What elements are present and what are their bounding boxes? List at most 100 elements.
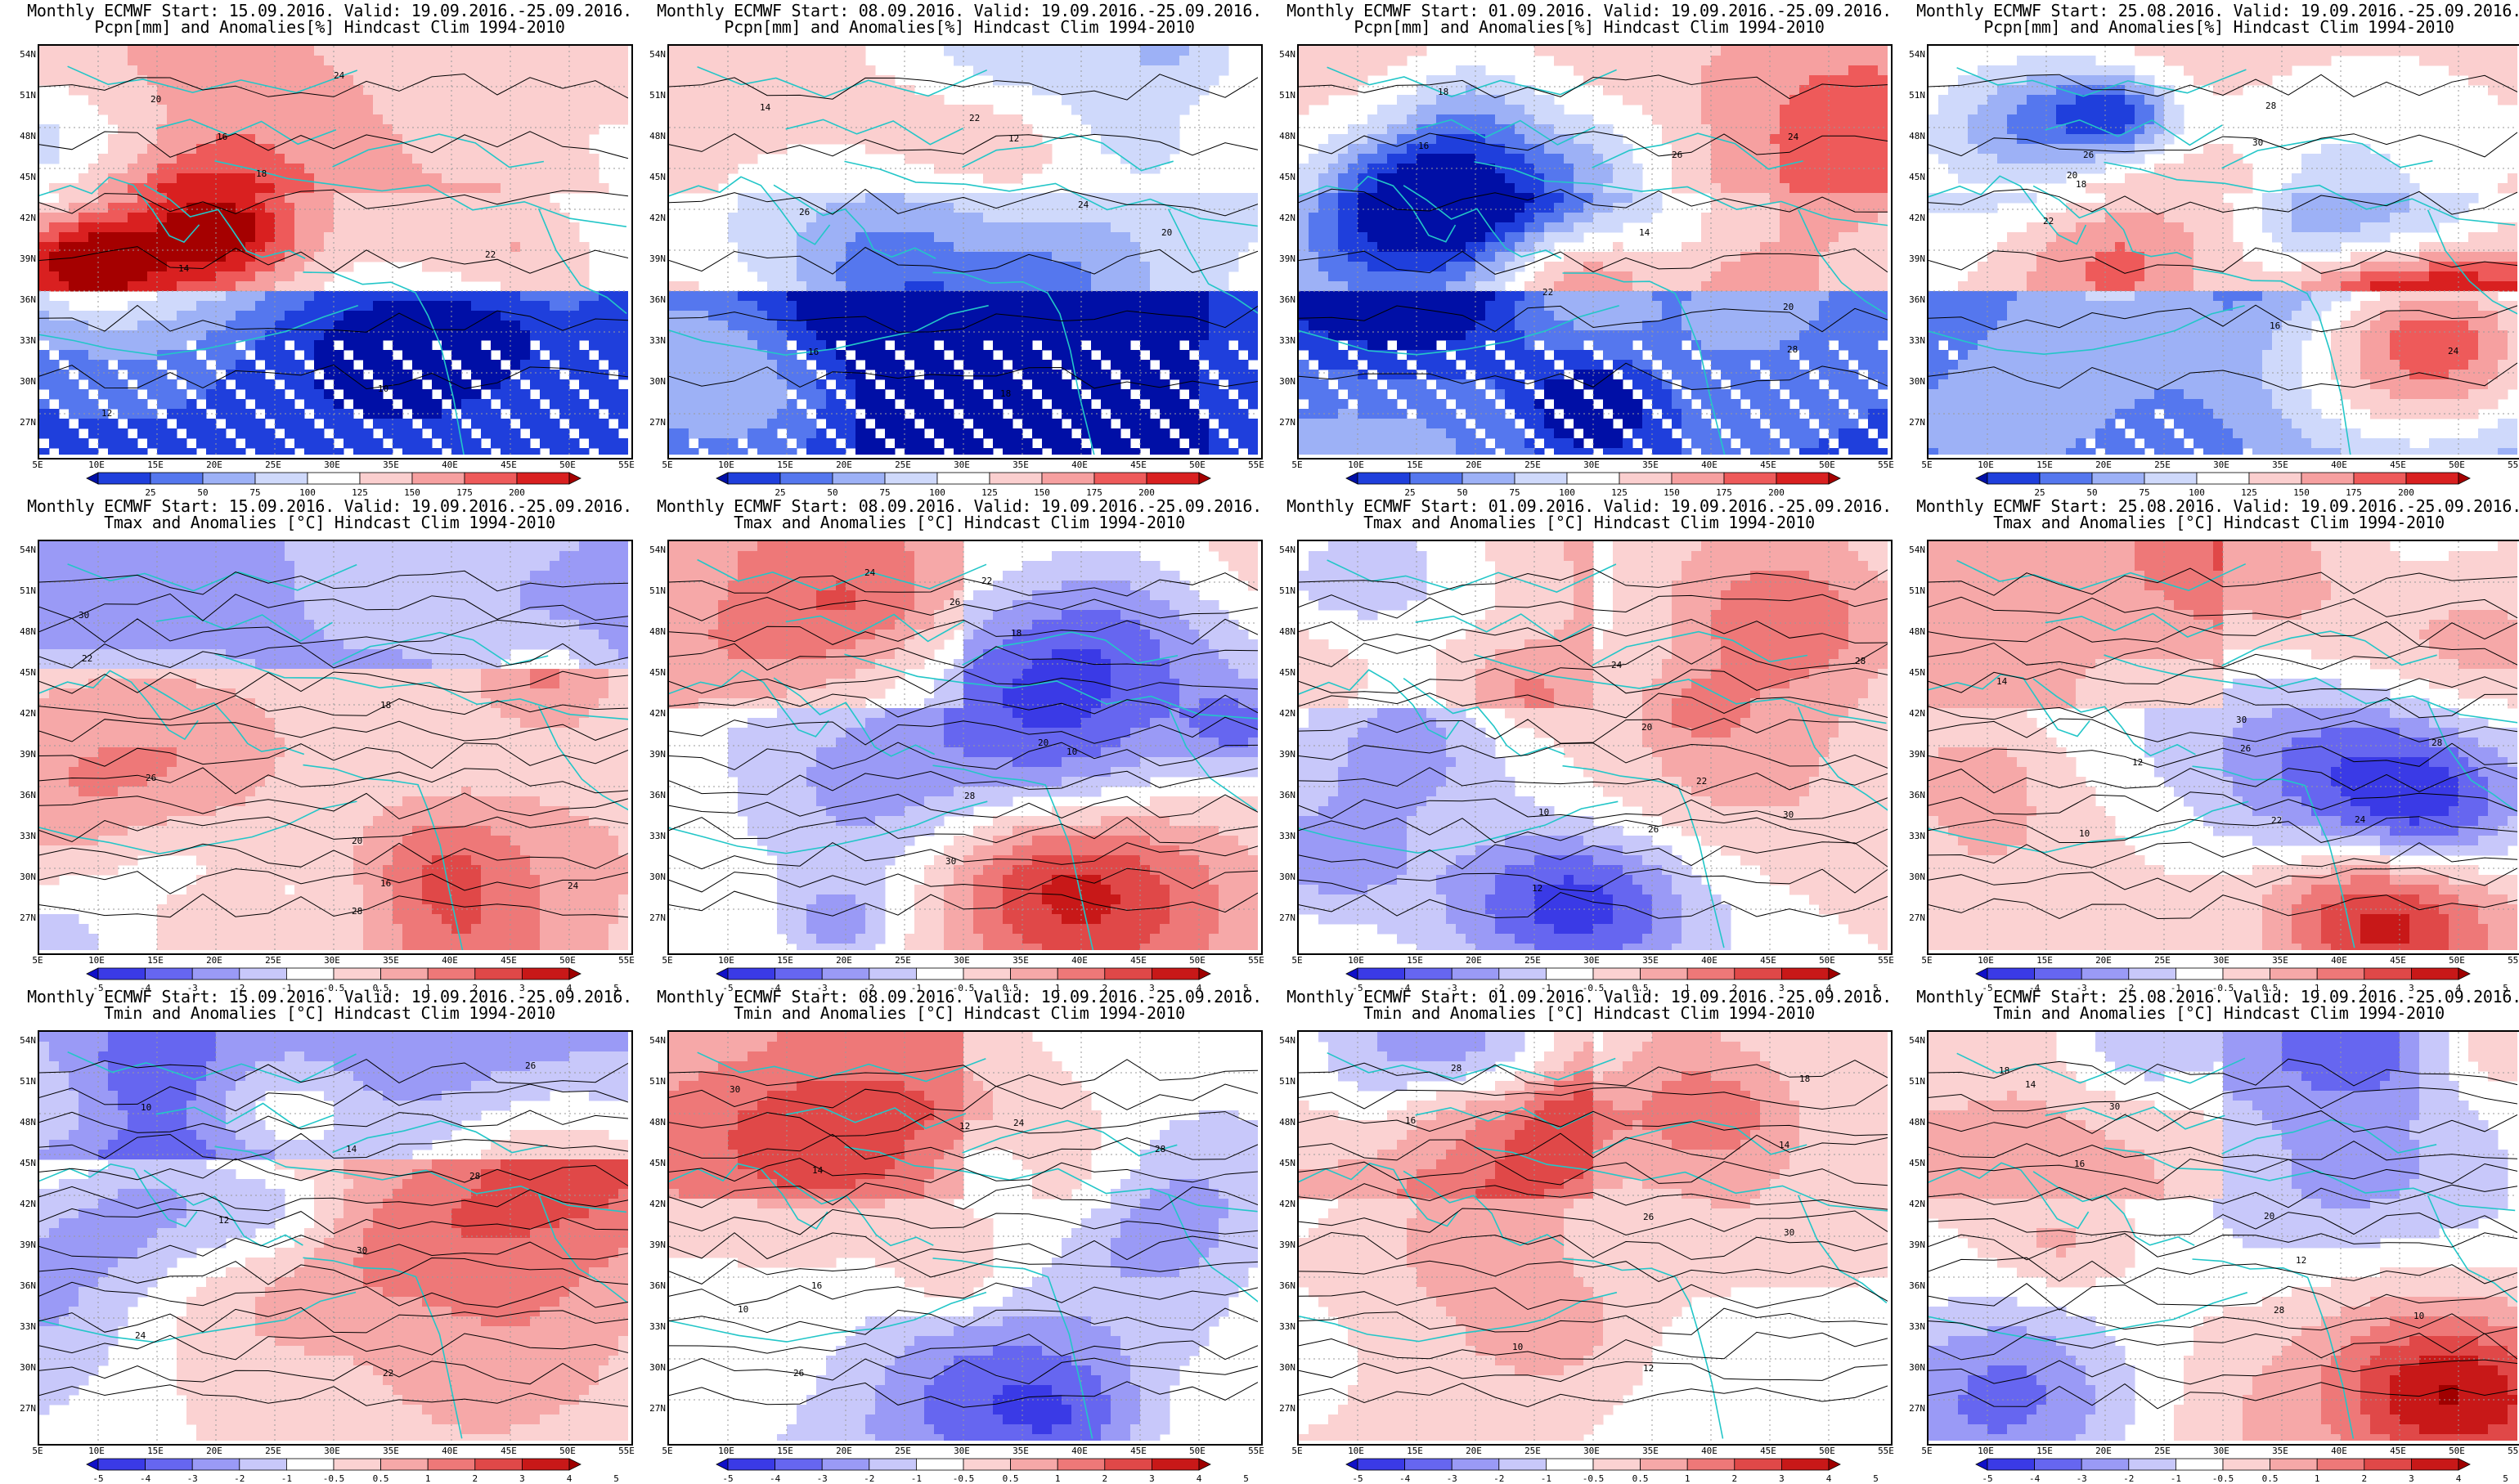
- latitude-label: 33N: [644, 831, 666, 841]
- contour-label: 26: [793, 1368, 804, 1379]
- colorbar: [716, 473, 1210, 484]
- latitude-label: 27N: [1904, 1403, 1925, 1414]
- colorbar-min-arrow: [716, 473, 728, 484]
- colorbar-max-arrow: [1199, 473, 1210, 484]
- longitude-label: 40E: [2323, 460, 2355, 470]
- longitude-label: 40E: [1063, 460, 1096, 470]
- contour-label: 26: [2083, 150, 2094, 160]
- panel-title-line2: Tmin and Anomalies [°C] Hindcast Clim 19…: [644, 1004, 1274, 1022]
- colorbar-swatch: [1358, 473, 1410, 484]
- latitude-label: 42N: [15, 708, 36, 719]
- colorbar-tick-label: -0.5: [947, 1473, 980, 1484]
- contour-label: 30: [1783, 809, 1794, 820]
- contour-label: 18: [256, 168, 267, 179]
- latitude-label: 36N: [1904, 294, 1925, 305]
- longitude-label: 5E: [21, 1446, 54, 1456]
- latitude-label: 48N: [1274, 131, 1295, 141]
- latitude-label: 36N: [1274, 1280, 1295, 1291]
- contour-label: 24: [1078, 200, 1089, 210]
- contour-label: 26: [1648, 824, 1659, 835]
- colorbar-tick-label: 0.5: [1624, 1473, 1657, 1484]
- colorbar-tick-label: -3: [1435, 1473, 1468, 1484]
- longitude-label: 15E: [2028, 955, 2061, 966]
- colorbar-swatch: [1499, 1459, 1547, 1470]
- latitude-label: 30N: [1274, 376, 1295, 387]
- longitude-label: 35E: [375, 460, 407, 470]
- colorbar-tick-label: 0.5: [365, 1473, 397, 1484]
- colorbar-min-arrow: [87, 1459, 98, 1470]
- longitude-label: 5E: [1911, 460, 1943, 470]
- longitude-label: 55E: [1240, 460, 1273, 470]
- latitude-label: 33N: [15, 335, 36, 346]
- colorbar-swatch: [475, 968, 523, 980]
- contour-label: 22: [1696, 776, 1707, 787]
- colorbar-swatch: [2364, 968, 2412, 980]
- latitude-label: 33N: [644, 1321, 666, 1332]
- colorbar-tick-label: 1: [1671, 1473, 1704, 1484]
- contour-label: 12: [1532, 883, 1542, 894]
- contour-label: 14: [760, 102, 771, 113]
- longitude-label: 40E: [1063, 955, 1096, 966]
- colorbar-swatch: [522, 968, 569, 980]
- colorbar-swatch: [963, 1459, 1011, 1470]
- longitude-label: 20E: [2087, 955, 2120, 966]
- longitude-label: 40E: [1693, 460, 1726, 470]
- colorbar-swatch: [1152, 968, 1199, 980]
- latitude-label: 30N: [15, 376, 36, 387]
- latitude-label: 48N: [15, 626, 36, 637]
- colorbar-tick-label: -1: [900, 1473, 932, 1484]
- panel-title-line2: Pcpn[mm] and Anomalies[%] Hindcast Clim …: [15, 18, 644, 36]
- longitude-label: 15E: [139, 1446, 172, 1456]
- longitude-label: 45E: [492, 1446, 525, 1456]
- longitude-label: 10E: [1340, 460, 1372, 470]
- colorbar-swatch: [1105, 968, 1152, 980]
- longitude-label: 20E: [198, 955, 231, 966]
- longitude-label: 20E: [2087, 460, 2120, 470]
- colorbar-swatch: [885, 473, 937, 484]
- latitude-label: 48N: [15, 1117, 36, 1128]
- colorbar-tick-label: -2: [2113, 1473, 2145, 1484]
- colorbar-swatch: [1987, 473, 2040, 484]
- latitude-label: 36N: [1904, 790, 1925, 800]
- contour-label: 14: [1639, 227, 1650, 238]
- colorbar-min-arrow: [1346, 473, 1358, 484]
- colorbar-swatch: [98, 968, 146, 980]
- latitude-label: 27N: [15, 417, 36, 428]
- colorbar-tick-label: 5: [2490, 1473, 2519, 1484]
- colorbar-min-arrow: [87, 968, 98, 980]
- contour-label: 18: [1011, 628, 1022, 639]
- colorbar-swatch: [728, 968, 775, 980]
- longitude-label: 40E: [1693, 1446, 1726, 1456]
- colorbar-swatch: [98, 1459, 146, 1470]
- contour-label: 24: [1013, 1118, 1025, 1128]
- longitude-label: 35E: [1634, 955, 1667, 966]
- latitude-label: 42N: [1274, 213, 1295, 223]
- contour-label: 30: [2236, 715, 2247, 725]
- colorbar-swatch: [1499, 968, 1547, 980]
- latitude-label: 33N: [1904, 335, 1925, 346]
- colorbar-swatch: [2176, 968, 2223, 980]
- latitude-label: 54N: [1904, 49, 1925, 60]
- colorbar-swatch: [1641, 968, 1688, 980]
- contour-label: 16: [811, 1280, 822, 1291]
- colorbar-tick-label: 3: [1765, 1473, 1798, 1484]
- longitude-label: 15E: [1399, 955, 1431, 966]
- colorbar-swatch: [2270, 1459, 2318, 1470]
- latitude-label: 27N: [1274, 1403, 1295, 1414]
- contour-label: 10: [1512, 1342, 1523, 1352]
- contour-label: 24: [1788, 132, 1799, 142]
- latitude-label: 48N: [644, 131, 666, 141]
- contour-label: 12: [1643, 1363, 1654, 1374]
- contour-label: 10: [2413, 1311, 2424, 1321]
- longitude-label: 5E: [651, 955, 684, 966]
- colorbar-swatch: [428, 1459, 475, 1470]
- contour-label: 12: [2296, 1255, 2306, 1266]
- colorbar-swatch: [1358, 968, 1405, 980]
- colorbar-tick-label: -2: [1483, 1473, 1515, 1484]
- latitude-label: 51N: [1274, 90, 1295, 101]
- colorbar-tick-label: 0.5: [995, 1473, 1027, 1484]
- contour-label: 24: [334, 70, 345, 81]
- latitude-label: 39N: [1904, 749, 1925, 760]
- contour-label: 20: [150, 94, 161, 105]
